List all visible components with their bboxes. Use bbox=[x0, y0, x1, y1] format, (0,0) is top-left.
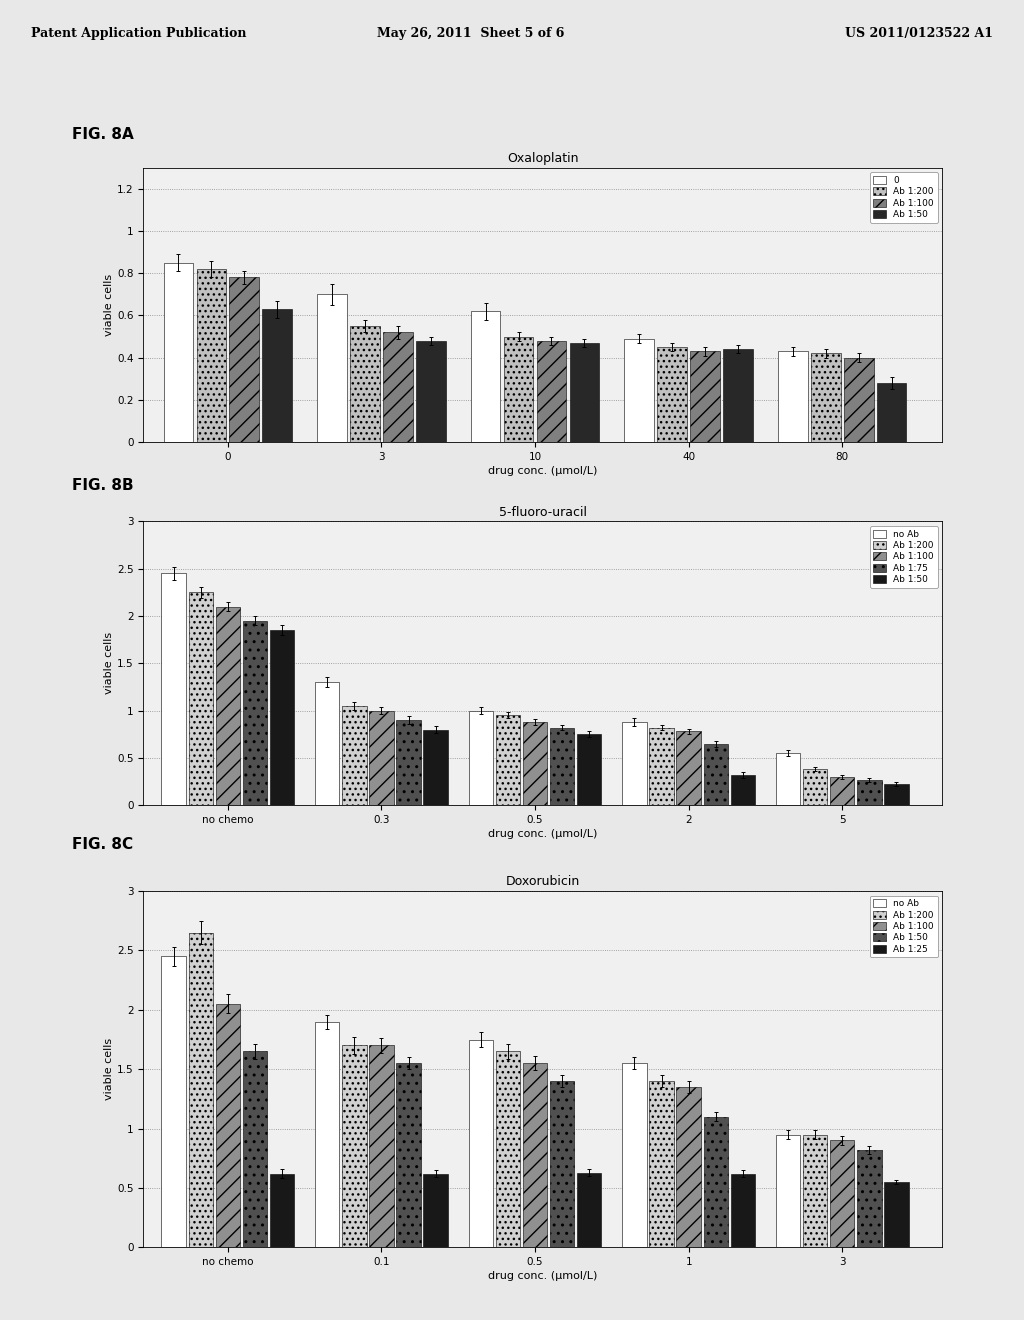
Bar bbox=[677, 1088, 700, 1247]
Title: 5-fluoro-uracil: 5-fluoro-uracil bbox=[499, 506, 587, 519]
Bar bbox=[496, 1051, 520, 1247]
Bar bbox=[776, 754, 800, 805]
Title: Oxaloplatin: Oxaloplatin bbox=[507, 152, 579, 165]
Bar bbox=[229, 277, 259, 442]
Bar bbox=[197, 269, 226, 442]
Text: Patent Application Publication: Patent Application Publication bbox=[31, 26, 246, 40]
Bar bbox=[370, 1045, 393, 1247]
Bar bbox=[703, 743, 728, 805]
Bar bbox=[550, 727, 574, 805]
Text: May 26, 2011  Sheet 5 of 6: May 26, 2011 Sheet 5 of 6 bbox=[378, 26, 564, 40]
Bar bbox=[350, 326, 380, 442]
Title: Doxorubicin: Doxorubicin bbox=[506, 875, 580, 888]
Bar bbox=[803, 1135, 827, 1247]
X-axis label: drug conc. (μmol/L): drug conc. (μmol/L) bbox=[488, 1271, 597, 1282]
Bar bbox=[216, 607, 240, 805]
Bar bbox=[383, 333, 413, 442]
Bar bbox=[811, 354, 841, 442]
Bar bbox=[469, 710, 493, 805]
Bar bbox=[496, 715, 520, 805]
Bar bbox=[731, 775, 755, 805]
Bar bbox=[216, 1005, 240, 1247]
X-axis label: drug conc. (μmol/L): drug conc. (μmol/L) bbox=[488, 466, 597, 477]
Text: FIG. 8A: FIG. 8A bbox=[72, 127, 133, 143]
Bar bbox=[578, 1172, 601, 1247]
Bar bbox=[342, 706, 367, 805]
Bar bbox=[885, 784, 908, 805]
Bar bbox=[778, 351, 808, 442]
Legend: 0, Ab 1:200, Ab 1:100, Ab 1:50: 0, Ab 1:200, Ab 1:100, Ab 1:50 bbox=[869, 172, 938, 223]
Bar bbox=[370, 710, 393, 805]
Bar bbox=[803, 770, 827, 805]
Bar bbox=[550, 1081, 574, 1247]
Bar bbox=[877, 383, 906, 442]
Bar bbox=[677, 731, 700, 805]
Bar bbox=[424, 1173, 447, 1247]
Bar bbox=[396, 1064, 421, 1247]
Bar bbox=[844, 358, 873, 442]
Bar bbox=[649, 727, 674, 805]
Bar bbox=[690, 351, 720, 442]
Bar bbox=[537, 341, 566, 442]
Bar bbox=[424, 730, 447, 805]
Bar bbox=[270, 630, 294, 805]
Bar bbox=[469, 1040, 493, 1247]
Bar bbox=[623, 722, 646, 805]
Bar bbox=[164, 263, 194, 442]
Bar bbox=[270, 1173, 294, 1247]
Bar bbox=[703, 1117, 728, 1247]
Bar bbox=[731, 1173, 755, 1247]
Bar bbox=[578, 734, 601, 805]
Bar bbox=[504, 337, 534, 442]
Bar bbox=[262, 309, 292, 442]
Bar bbox=[315, 682, 339, 805]
Bar bbox=[188, 593, 213, 805]
Bar bbox=[776, 1135, 800, 1247]
Bar bbox=[162, 956, 185, 1247]
Y-axis label: viable cells: viable cells bbox=[104, 1038, 115, 1101]
Bar bbox=[243, 620, 267, 805]
Bar bbox=[623, 1064, 646, 1247]
Bar bbox=[416, 341, 445, 442]
Bar bbox=[885, 1183, 908, 1247]
Bar bbox=[396, 721, 421, 805]
Bar bbox=[569, 343, 599, 442]
Bar bbox=[315, 1022, 339, 1247]
Bar bbox=[523, 722, 547, 805]
Legend: no Ab, Ab 1:200, Ab 1:100, Ab 1:75, Ab 1:50: no Ab, Ab 1:200, Ab 1:100, Ab 1:75, Ab 1… bbox=[869, 525, 938, 587]
Bar bbox=[723, 350, 753, 442]
Bar bbox=[857, 780, 882, 805]
Legend: no Ab, Ab 1:200, Ab 1:100, Ab 1:50, Ab 1:25: no Ab, Ab 1:200, Ab 1:100, Ab 1:50, Ab 1… bbox=[869, 895, 938, 957]
Bar bbox=[857, 1150, 882, 1247]
Bar bbox=[317, 294, 347, 442]
Bar bbox=[649, 1081, 674, 1247]
Bar bbox=[830, 1140, 854, 1247]
Bar bbox=[342, 1045, 367, 1247]
Y-axis label: viable cells: viable cells bbox=[104, 632, 115, 694]
Text: FIG. 8C: FIG. 8C bbox=[72, 837, 133, 853]
Bar bbox=[471, 312, 501, 442]
Bar bbox=[830, 776, 854, 805]
Bar bbox=[243, 1051, 267, 1247]
Bar bbox=[188, 932, 213, 1247]
Bar bbox=[162, 573, 185, 805]
X-axis label: drug conc. (μmol/L): drug conc. (μmol/L) bbox=[488, 829, 597, 840]
Text: US 2011/0123522 A1: US 2011/0123522 A1 bbox=[845, 26, 993, 40]
Bar bbox=[657, 347, 687, 442]
Text: FIG. 8B: FIG. 8B bbox=[72, 478, 133, 494]
Bar bbox=[625, 339, 654, 442]
Y-axis label: viable cells: viable cells bbox=[104, 273, 115, 337]
Bar bbox=[523, 1064, 547, 1247]
